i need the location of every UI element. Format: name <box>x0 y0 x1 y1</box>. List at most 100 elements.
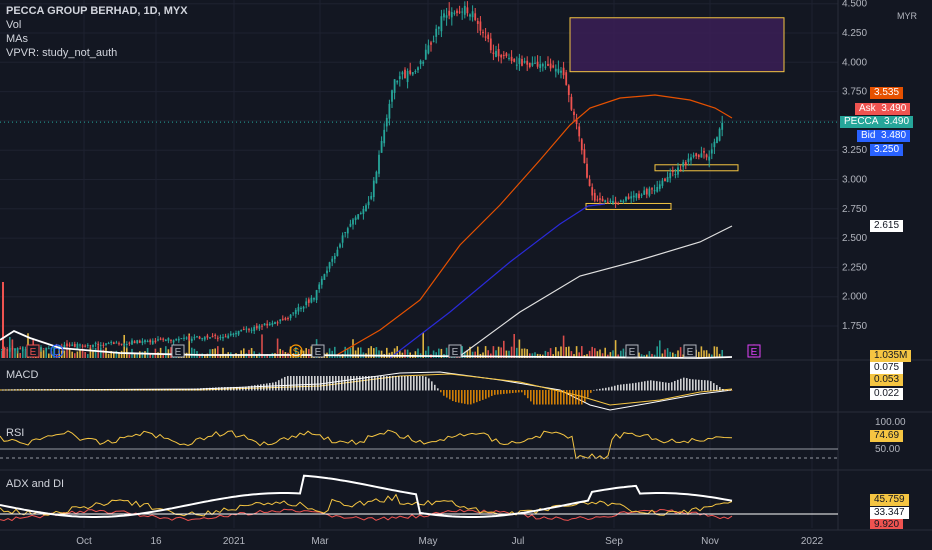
legend-vpvr[interactable]: VPVR: study_not_auth <box>6 47 118 59</box>
rsi-top-value: 100.00 <box>875 417 906 428</box>
macd-histogram-bar <box>323 376 325 391</box>
macd-histogram-bar <box>26 389 28 391</box>
macd-histogram-bar <box>149 389 151 391</box>
white-ma-price: 2.615 <box>870 220 904 232</box>
volume-bar <box>435 352 437 358</box>
macd-histogram-bar <box>707 380 709 391</box>
macd-histogram-bar <box>230 386 232 391</box>
candle-body <box>183 337 185 339</box>
macd-histogram-bar <box>578 390 580 405</box>
macd-histogram-bar <box>476 390 478 403</box>
macd-histogram-bar <box>449 390 451 400</box>
candle-body <box>391 90 393 102</box>
macd-histogram-bar <box>500 390 502 395</box>
volume-bar <box>438 348 440 358</box>
volume-bar <box>620 350 622 358</box>
candle-body <box>86 344 89 346</box>
legend-vol[interactable]: Vol <box>6 19 22 31</box>
volume-bar <box>141 351 144 358</box>
x-tick-label: Mar <box>311 536 329 547</box>
volume-bar <box>136 354 138 358</box>
volume-bar <box>19 352 21 358</box>
macd-histogram-bar <box>440 390 442 393</box>
macd-histogram-bar <box>332 376 334 391</box>
candle-body <box>219 337 222 339</box>
macd-histogram-bar <box>413 376 415 391</box>
volume-bar <box>568 346 570 358</box>
legend-mas[interactable]: MAs <box>6 33 28 45</box>
candle-body <box>570 96 573 110</box>
macd-histogram-bar <box>389 376 391 391</box>
macd-histogram-bar <box>140 389 142 391</box>
adx-value-c: 9.920 <box>870 519 904 529</box>
volume-bar <box>336 354 339 358</box>
event-marker <box>289 344 303 358</box>
candle-body <box>162 338 165 340</box>
macd-histogram-bar <box>629 383 631 391</box>
volume-bar <box>110 351 112 358</box>
macd-histogram-bar <box>62 389 64 391</box>
candle-body <box>133 341 136 344</box>
volume-bar <box>100 347 102 358</box>
volume-bar <box>261 334 263 358</box>
macd-histogram-bar <box>455 390 457 403</box>
candle-body <box>375 171 378 184</box>
macd-histogram-bar <box>239 386 241 391</box>
macd-histogram-bar <box>596 389 598 391</box>
volume-bar <box>526 349 528 358</box>
macd-histogram-bar <box>683 377 685 391</box>
volume-bar <box>219 354 222 358</box>
macd-histogram-bar <box>314 376 316 391</box>
candle-body <box>383 129 386 144</box>
candle-body <box>560 70 562 73</box>
candle-body <box>300 307 302 309</box>
volume-bar <box>672 352 674 358</box>
candle-body <box>638 193 640 199</box>
macd-histogram-bar <box>152 389 154 391</box>
candle-body <box>432 40 435 42</box>
macd-histogram-bar <box>620 384 622 391</box>
candle-body <box>172 340 175 343</box>
candle-body <box>645 188 648 195</box>
candle-body <box>266 323 269 326</box>
candle-body <box>365 205 367 212</box>
volume-bar <box>266 354 268 358</box>
volume-bar <box>232 354 235 358</box>
candle-body <box>292 312 295 314</box>
volume-bar <box>565 347 567 358</box>
macd-histogram-bar <box>467 390 469 405</box>
macd-histogram-bar <box>431 381 433 391</box>
macd-histogram-bar <box>470 390 472 405</box>
candle-body <box>453 12 456 14</box>
candle-body <box>565 72 568 85</box>
macd-histogram-bar <box>137 389 139 391</box>
macd-histogram-bar <box>242 386 244 391</box>
candle-body <box>526 60 529 65</box>
candle-body <box>630 196 633 199</box>
volume-bar <box>344 346 346 358</box>
candle-body <box>424 49 427 60</box>
candle-body <box>250 329 253 331</box>
macd-histogram-bar <box>182 389 184 391</box>
macd-histogram-bar <box>464 390 466 404</box>
volume-bar <box>399 350 401 358</box>
volume-bar <box>55 354 58 358</box>
macd-histogram-bar <box>551 390 553 405</box>
rsi-label: RSI <box>6 427 25 439</box>
volume-bar <box>74 353 76 358</box>
candle-body <box>443 13 445 18</box>
candle-body <box>690 157 692 161</box>
volume-bar <box>516 347 518 358</box>
macd-histogram-bar <box>527 390 529 399</box>
volume-bar <box>352 339 354 358</box>
macd-histogram-bar <box>458 390 460 403</box>
volume-ma-line <box>0 329 733 359</box>
candle-body <box>154 340 157 343</box>
candle-body <box>648 188 651 196</box>
volume-bar <box>3 347 6 358</box>
volume-bar <box>295 347 297 358</box>
macd-histogram-bar <box>677 379 679 391</box>
macd-histogram-bar <box>590 390 592 393</box>
volume-bar <box>193 348 196 358</box>
